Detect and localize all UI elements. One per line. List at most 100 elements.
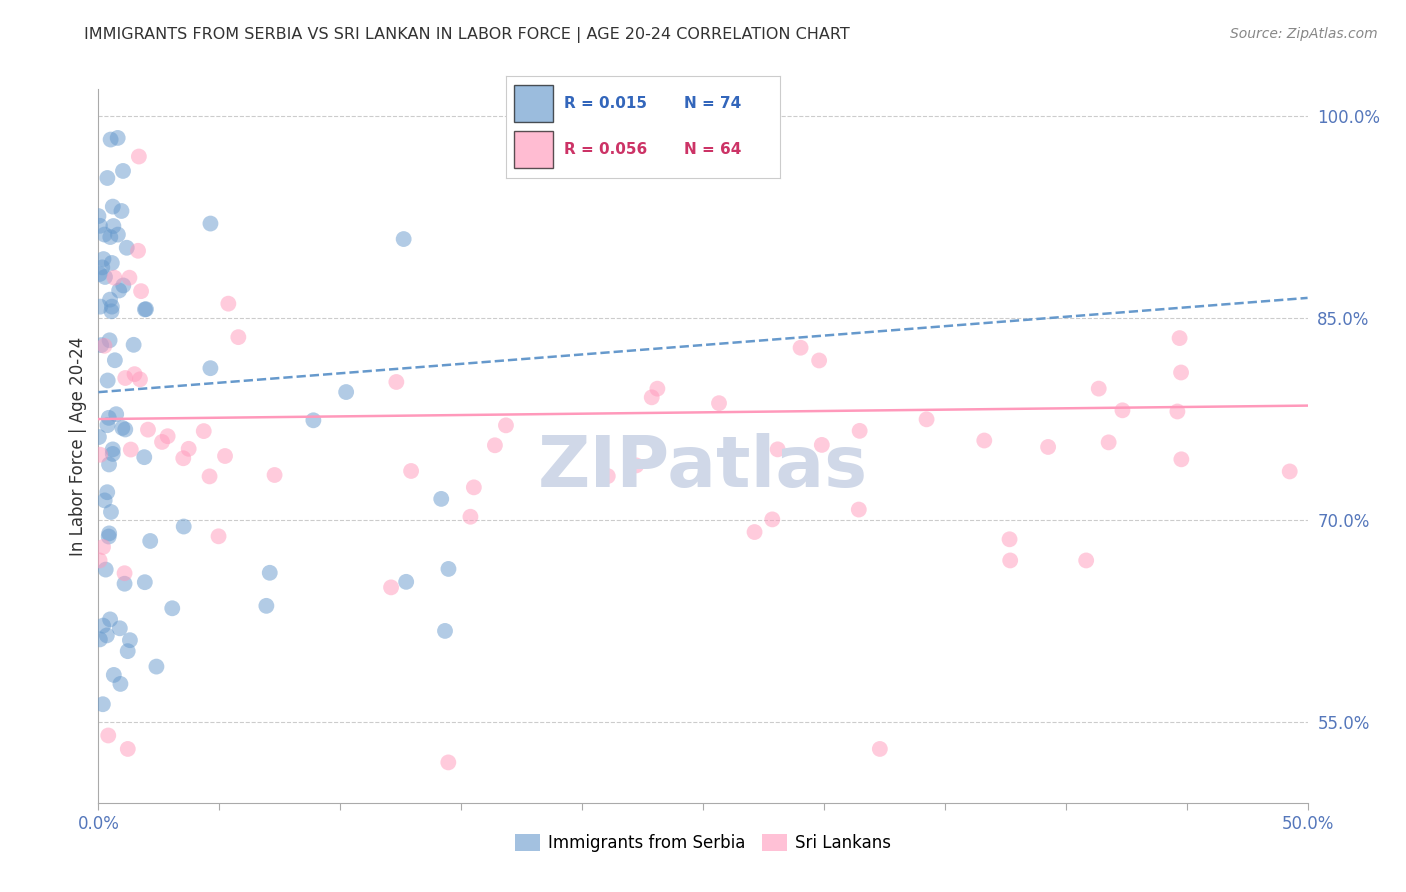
Text: IMMIGRANTS FROM SERBIA VS SRI LANKAN IN LABOR FORCE | AGE 20-24 CORRELATION CHAR: IMMIGRANTS FROM SERBIA VS SRI LANKAN IN … [84,27,851,43]
Point [193,424,215,438]
Point [1168,331,1191,345]
Point [98,230,121,244]
Point [150,434,173,449]
Point [626,458,648,473]
Text: N = 64: N = 64 [685,142,742,157]
Point [437,562,460,576]
Point [380,580,402,594]
Point [93,339,115,353]
Point [111,421,134,435]
Point [766,442,789,457]
Point [596,469,619,483]
Point [1166,404,1188,418]
Point [848,502,870,516]
Point [94,269,117,284]
Point [107,131,129,145]
Point [104,353,127,368]
Point [214,449,236,463]
Point [136,423,159,437]
Point [114,566,136,581]
Point [98,458,121,472]
Text: R = 0.056: R = 0.056 [564,142,647,157]
Point [94,563,117,577]
Text: Source: ZipAtlas.com: Source: ZipAtlas.com [1230,27,1378,41]
Point [96,628,118,642]
Point [744,524,766,539]
Point [100,304,122,318]
Point [395,574,418,589]
Point [134,575,156,590]
Point [463,480,485,494]
Point [111,164,134,178]
Point [811,438,834,452]
Point [162,601,184,615]
Point [96,485,118,500]
Point [110,204,132,219]
Point [97,410,120,425]
Point [1111,403,1133,417]
Point [302,413,325,427]
Point [103,270,125,285]
Point [87,430,110,444]
Point [112,278,135,293]
Point [96,418,118,433]
Point [97,529,120,543]
Point [177,442,200,456]
Point [127,244,149,258]
Point [124,367,146,381]
Point [641,390,664,404]
Point [385,375,408,389]
Point [263,467,285,482]
Point [254,599,277,613]
Point [107,227,129,242]
Point [173,519,195,533]
Legend: Immigrants from Serbia, Sri Lankans: Immigrants from Serbia, Sri Lankans [508,827,898,859]
Point [128,149,150,163]
Point [335,385,357,400]
Point [1036,440,1059,454]
Point [89,632,111,647]
Point [91,260,114,275]
Point [117,742,139,756]
Point [93,227,115,242]
Point [101,300,124,314]
Point [97,729,120,743]
Point [207,529,229,543]
Point [1087,382,1109,396]
Point [973,434,995,448]
Point [115,241,138,255]
Point [97,374,120,388]
Point [1170,452,1192,467]
Point [108,284,131,298]
Point [91,618,114,632]
Point [808,353,831,368]
Point [392,232,415,246]
Point [869,742,891,756]
Point [437,756,460,770]
Point [135,302,157,317]
Point [91,540,114,554]
Point [129,284,152,298]
Point [118,270,141,285]
Point [89,553,111,567]
Text: N = 74: N = 74 [685,96,741,111]
Point [114,371,136,385]
Point [103,219,125,233]
Text: R = 0.015: R = 0.015 [564,96,647,111]
Point [139,533,162,548]
Point [1170,366,1192,380]
Point [134,302,156,317]
Point [998,553,1021,567]
Point [259,566,281,580]
Point [1076,553,1098,567]
Point [91,697,114,711]
Point [399,464,422,478]
Point [848,424,870,438]
Point [98,612,121,626]
Point [145,659,167,673]
Point [217,296,239,310]
Point [228,330,250,344]
Point [430,491,453,506]
Y-axis label: In Labor Force | Age 20-24: In Labor Force | Age 20-24 [69,336,87,556]
Point [915,412,938,426]
